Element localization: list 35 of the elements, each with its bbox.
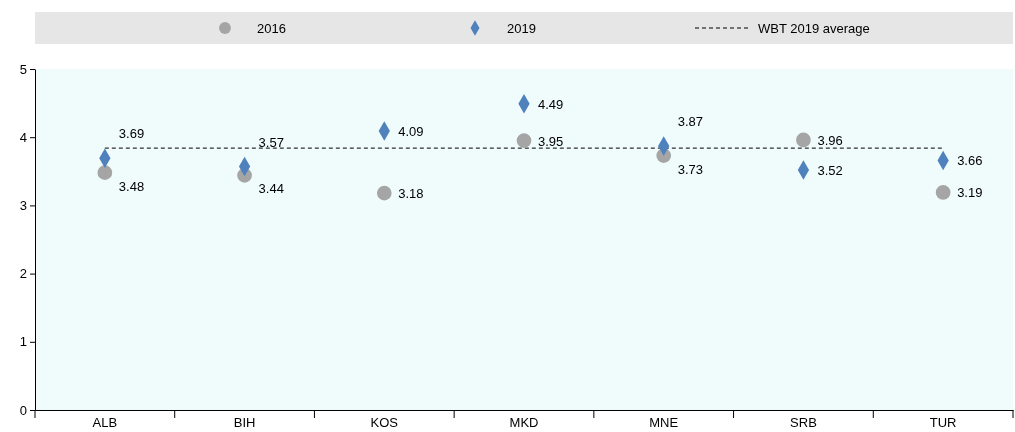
data-label: 3.44 <box>258 181 284 197</box>
data-label: 4.49 <box>538 96 564 112</box>
x-tick-label: BIH <box>233 415 256 431</box>
data-label: 3.87 <box>677 114 704 130</box>
point <box>796 132 811 148</box>
point <box>376 185 392 201</box>
data-label: 3.69 <box>118 126 145 142</box>
x-tick-label: SRB <box>790 415 817 431</box>
data-label: 3.95 <box>538 133 564 149</box>
x-tick-label: TUR <box>929 415 957 431</box>
x-tick-label: MNE <box>649 415 679 431</box>
legend-label: 2016 <box>257 21 286 36</box>
data-label: 4.09 <box>398 124 424 140</box>
y-tick-label: 0 <box>19 402 27 418</box>
data-label: 3.19 <box>957 185 983 201</box>
x-tick-label: KOS <box>370 415 399 431</box>
point <box>97 165 113 181</box>
data-label: 3.96 <box>817 132 843 148</box>
point <box>516 133 532 148</box>
y-tick-label: 3 <box>19 198 27 214</box>
x-tick-label: MKD <box>509 415 539 431</box>
data-label: 3.73 <box>677 161 704 177</box>
point <box>935 185 951 200</box>
y-tick-label: 5 <box>19 61 27 77</box>
data-label: 3.18 <box>398 186 424 202</box>
y-tick-label: 4 <box>19 129 27 145</box>
data-label: 3.66 <box>957 153 983 169</box>
legend-label: WBT 2019 average <box>758 21 870 36</box>
data-label: 3.52 <box>817 162 843 178</box>
y-tick-label: 2 <box>19 266 27 282</box>
y-tick-label: 1 <box>19 334 27 350</box>
x-tick-label: ALB <box>92 415 118 431</box>
legend-label: 2019 <box>507 21 536 36</box>
data-label: 3.48 <box>118 178 145 194</box>
data-label: 3.57 <box>258 134 284 150</box>
